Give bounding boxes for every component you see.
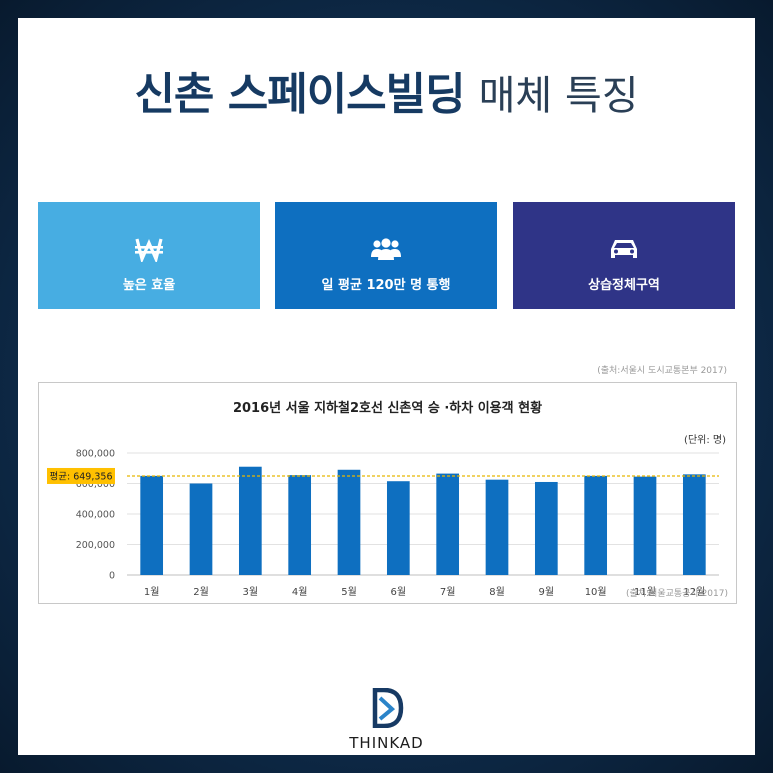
bar: [337, 469, 361, 575]
x-tick-label: 4월: [292, 586, 308, 598]
x-tick-label: 6월: [391, 586, 407, 598]
bar: [386, 481, 410, 575]
bar: [682, 474, 706, 575]
bar: [189, 483, 213, 575]
x-tick-label: 9월: [539, 586, 555, 598]
x-tick-label: 10월: [585, 586, 607, 598]
source-note: (출처:서울시 도시교통본부 2017): [597, 366, 727, 376]
bar-chart: 0 200,000 400,000 600,000 800,000 1월 2월 3월 4월 5월 6…: [47, 449, 719, 598]
content-panel: 신촌 스페이스빌딩 매체 특징 높은 효율: [18, 18, 755, 755]
bar: [534, 481, 558, 575]
title-bold: 신촌 스페이스빌딩: [134, 69, 465, 120]
y-tick-label: 600,000: [76, 479, 115, 490]
chart-container: 2016년 서울 지하철2호선 신촌역 승 ·하차 이용객 현황 (단위: 명)…: [38, 382, 737, 604]
x-tick-label: 12월: [683, 586, 705, 598]
feature-label: 상습정체구역: [588, 278, 660, 293]
people-icon: [275, 234, 497, 264]
x-tick-label: 11월: [634, 586, 656, 598]
x-tick-label: 2월: [193, 586, 209, 598]
bar: [436, 473, 460, 575]
x-tick-label: 1월: [144, 586, 160, 598]
average-label: 평균: 649,356: [50, 471, 113, 482]
x-tick-label: 8월: [489, 586, 505, 598]
won-icon: [38, 234, 260, 264]
bar: [633, 476, 657, 575]
feature-card-traffic: 일 평균 120만 명 통행: [275, 202, 497, 309]
y-tick-label: 200,000: [76, 540, 115, 551]
x-tick-label: 5월: [341, 586, 357, 598]
page-title: 신촌 스페이스빌딩 매체 특징: [18, 58, 755, 122]
thinkad-logo: THINKAD: [18, 687, 755, 752]
bar: [584, 475, 608, 575]
feature-card-congestion: 상습정체구역: [513, 202, 735, 309]
bar: [238, 466, 262, 575]
feature-label: 일 평균 120만 명 통행: [321, 278, 451, 293]
y-tick-label: 400,000: [76, 510, 115, 521]
y-tick-label: 800,000: [76, 449, 115, 460]
bar: [485, 479, 509, 575]
logo-mark-icon: [372, 687, 403, 729]
feature-card-efficiency: 높은 효율: [38, 202, 260, 309]
chart-title: 2016년 서울 지하철2호선 신촌역 승 ·하차 이용객 현황: [232, 401, 543, 416]
bar: [140, 475, 164, 575]
car-icon: [513, 234, 735, 264]
chart-unit: (단위: 명): [684, 435, 726, 446]
logo-text: THINKAD: [349, 734, 424, 752]
feature-label: 높은 효율: [122, 278, 176, 293]
x-tick-label: 3월: [243, 586, 259, 598]
title-light: 매체 특징: [478, 73, 639, 119]
average-badge: [47, 467, 115, 484]
y-tick-label: 0: [109, 571, 115, 582]
bar: [288, 475, 312, 575]
x-tick-label: 7월: [440, 586, 456, 598]
chart-source: (출처:서울교통공사 2017): [625, 589, 728, 599]
